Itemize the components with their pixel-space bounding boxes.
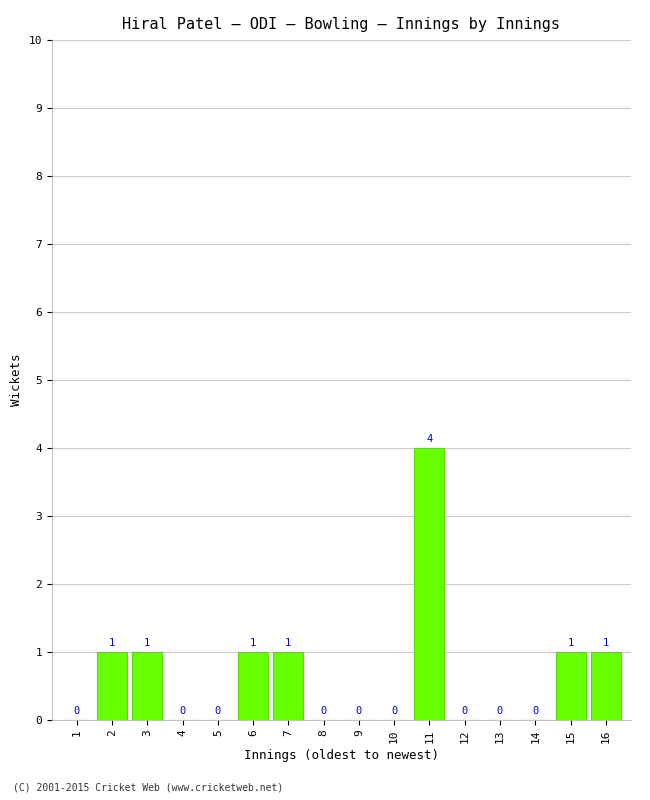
Bar	[415, 448, 445, 720]
Text: 1: 1	[285, 638, 291, 648]
Text: 1: 1	[603, 638, 609, 648]
Text: 0: 0	[179, 706, 186, 716]
Title: Hiral Patel – ODI – Bowling – Innings by Innings: Hiral Patel – ODI – Bowling – Innings by…	[122, 17, 560, 32]
Text: 1: 1	[144, 638, 150, 648]
X-axis label: Innings (oldest to newest): Innings (oldest to newest)	[244, 749, 439, 762]
Bar	[132, 652, 162, 720]
Bar	[274, 652, 304, 720]
Bar	[591, 652, 621, 720]
Text: 0: 0	[214, 706, 221, 716]
Text: 0: 0	[73, 706, 80, 716]
Text: 4: 4	[426, 434, 432, 444]
Text: 0: 0	[532, 706, 538, 716]
Text: 1: 1	[109, 638, 115, 648]
Text: 0: 0	[462, 706, 468, 716]
Text: (C) 2001-2015 Cricket Web (www.cricketweb.net): (C) 2001-2015 Cricket Web (www.cricketwe…	[13, 782, 283, 792]
Text: 0: 0	[391, 706, 397, 716]
Y-axis label: Wickets: Wickets	[10, 354, 23, 406]
Bar	[238, 652, 268, 720]
Text: 0: 0	[497, 706, 503, 716]
Bar	[556, 652, 586, 720]
Text: 0: 0	[356, 706, 362, 716]
Text: 1: 1	[250, 638, 256, 648]
Text: 1: 1	[567, 638, 574, 648]
Bar	[97, 652, 127, 720]
Text: 0: 0	[320, 706, 327, 716]
